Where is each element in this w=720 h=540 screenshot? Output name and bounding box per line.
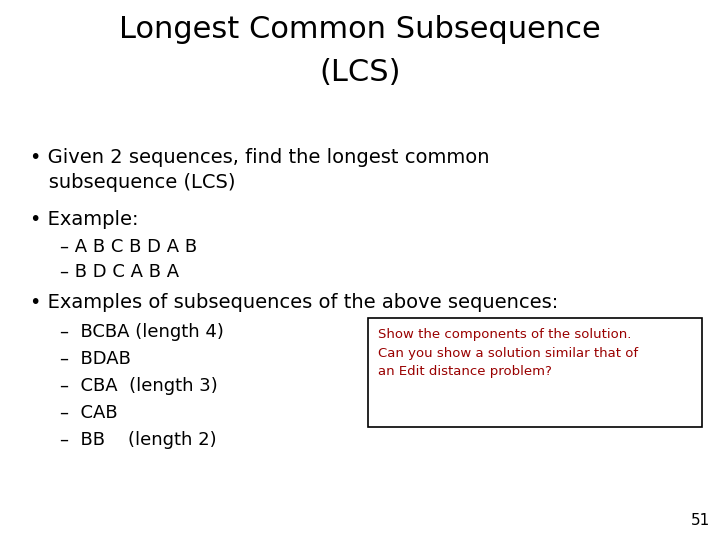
FancyBboxPatch shape: [368, 318, 702, 427]
Text: –  CAB: – CAB: [60, 404, 117, 422]
Text: –  BB    (length 2): – BB (length 2): [60, 431, 217, 449]
Text: –  BCBA (length 4): – BCBA (length 4): [60, 323, 224, 341]
Text: Longest Common Subsequence
(LCS): Longest Common Subsequence (LCS): [119, 15, 601, 87]
Text: – A B C B D A B: – A B C B D A B: [60, 238, 197, 256]
Text: Show the components of the solution.
Can you show a solution similar that of
an : Show the components of the solution. Can…: [378, 328, 638, 378]
Text: • Example:: • Example:: [30, 210, 138, 229]
Text: • Given 2 sequences, find the longest common
   subsequence (LCS): • Given 2 sequences, find the longest co…: [30, 148, 490, 192]
Text: –  CBA  (length 3): – CBA (length 3): [60, 377, 217, 395]
Text: – B D C A B A: – B D C A B A: [60, 263, 179, 281]
Text: –  BDAB: – BDAB: [60, 350, 131, 368]
Text: 51: 51: [690, 513, 710, 528]
Text: • Examples of subsequences of the above sequences:: • Examples of subsequences of the above …: [30, 293, 558, 312]
